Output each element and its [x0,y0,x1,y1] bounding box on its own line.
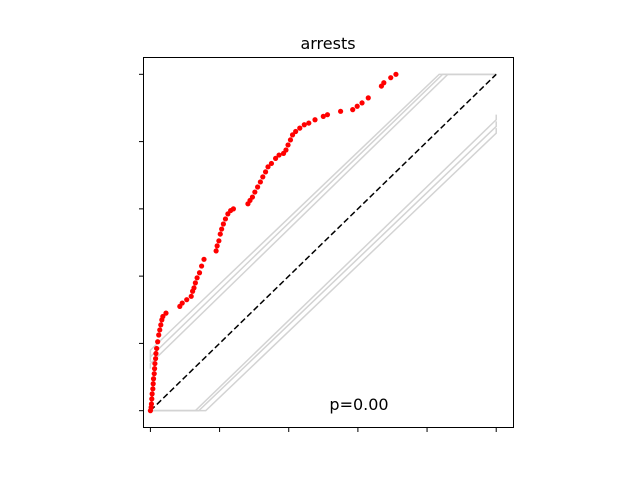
data-point [338,108,344,114]
data-point [217,231,223,237]
data-point [214,243,220,249]
data-point [158,322,164,328]
data-point [260,174,266,180]
data-point [268,160,275,167]
data-point [285,142,291,148]
data-point [156,332,162,338]
data-point [219,226,225,232]
data-point [393,71,399,77]
data-point [249,194,256,200]
data-point [196,270,203,276]
data-point [213,248,219,254]
data-point [194,275,200,281]
plot-frame [143,57,514,428]
data-point [276,152,282,158]
data-point [365,95,371,101]
data-point [188,293,194,299]
data-point [220,221,226,227]
data-point [201,256,207,262]
data-point [191,285,197,291]
data-point [184,297,190,303]
axis-ticks [139,73,497,432]
data-point [150,381,156,387]
data-point [312,117,318,123]
data-point [192,280,198,286]
p-value-annotation: p=0.00 [329,395,388,414]
data-points [147,71,399,414]
data-point [320,113,326,119]
data-point [359,100,365,106]
data-point [255,184,261,190]
data-point [354,103,360,109]
data-point [381,80,387,86]
envelope-line-6 [150,128,497,412]
data-point [151,366,158,372]
envelope-line-3 [149,73,497,369]
data-point [283,147,289,153]
data-point [149,391,155,397]
data-point [262,169,269,175]
data-point [157,327,163,333]
data-point [151,371,157,377]
data-point [153,350,159,357]
simulation-envelopes [149,73,497,412]
data-point [163,310,169,316]
data-point [160,313,166,320]
data-point [293,128,299,135]
data-point [388,75,394,81]
data-point [287,137,294,143]
data-point [324,112,331,118]
data-point [216,238,222,244]
data-point [297,125,303,131]
data-point [179,300,185,306]
chart-title: arrests [300,34,355,53]
data-point [153,355,159,362]
data-point [265,164,271,170]
data-point [272,155,279,162]
data-point [289,132,296,138]
data-point [252,189,258,195]
data-point [301,122,307,128]
data-point [152,360,158,367]
data-point [222,216,229,222]
data-point [148,401,155,407]
data-point [155,339,161,345]
data-point [230,206,237,212]
data-point [150,376,157,382]
data-point [257,179,263,185]
data-point [350,107,356,113]
data-point [150,386,156,392]
data-point [149,396,155,402]
data-point [154,345,160,352]
data-point [198,263,205,269]
data-point [306,120,312,126]
